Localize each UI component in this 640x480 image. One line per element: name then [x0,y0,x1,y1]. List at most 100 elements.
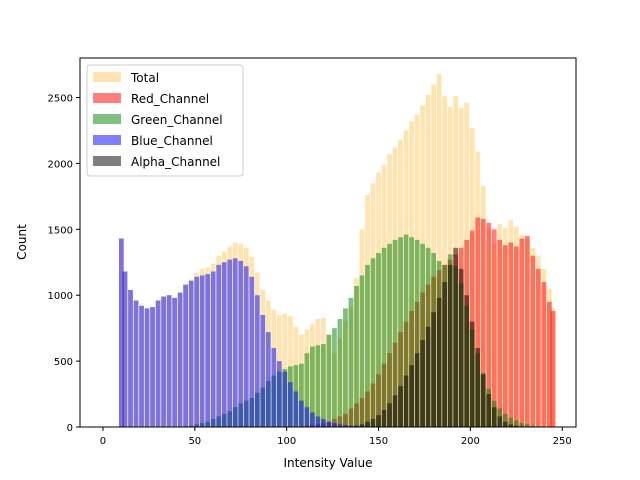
bar [497,239,503,427]
bar [491,229,497,427]
bar [172,297,177,427]
bar [469,321,475,427]
bar [381,247,387,427]
bar [304,353,310,427]
bar [550,311,556,427]
bar [513,246,519,427]
bar [282,371,288,427]
bar [420,243,425,427]
bar [365,421,370,427]
bar [161,296,166,427]
bar [310,346,315,427]
bar [227,259,233,427]
bar [403,234,409,427]
bar [188,280,194,427]
bar [530,425,536,427]
bar [497,416,503,427]
bar [118,238,124,427]
bar [354,285,359,427]
bar [293,391,299,427]
bar [519,423,525,427]
x-tick-label: 250 [553,436,572,447]
bar [508,424,514,427]
bar [337,318,343,427]
bar [387,403,392,427]
bar [221,262,227,427]
bar [144,308,150,427]
bar [370,419,376,427]
bar [128,289,133,427]
bar [480,218,486,427]
x-tick-label: 150 [369,436,388,447]
bar [321,419,326,427]
bar [315,345,321,427]
x-tick-label: 200 [461,436,480,447]
bar [398,386,403,427]
bar [535,268,541,427]
bar [436,73,442,427]
bar [265,332,271,427]
bar [199,275,205,427]
bar [365,264,370,427]
bar [431,312,437,427]
bar [398,237,403,427]
bar [177,292,183,427]
bar [491,407,497,427]
plot-area [118,73,556,428]
bar [122,271,128,427]
bar [359,275,365,427]
bar [409,237,414,427]
legend-entry: Green_Channel [93,113,223,127]
bar [326,421,332,427]
bar [519,238,525,427]
legend-label: Green_Channel [131,113,223,127]
x-axis-label: Intensity Value [284,456,373,470]
bar [332,423,337,427]
bar [502,413,508,427]
bar [348,297,354,427]
bar [376,415,381,427]
legend-swatch [93,135,121,145]
bar [513,420,519,427]
y-axis-label: Count [15,224,29,260]
bar [376,253,381,427]
bar [315,416,321,427]
bar [409,365,414,427]
bar [530,255,536,427]
bar [216,264,222,427]
legend-swatch [93,93,121,103]
legend-box [86,64,244,177]
bar [210,271,216,427]
legend-label: Total [130,71,159,85]
bar [414,239,420,427]
bar [508,417,514,427]
bar [524,235,530,427]
legend-entry: Alpha_Channel [93,155,220,169]
legend: Total Red_Channel Green_Channel Blue_Channe… [86,64,244,177]
axes [79,57,577,428]
y-tick-label: 2000 [48,159,73,170]
legend-entry: Blue_Channel [93,134,213,148]
bar [502,421,508,427]
bar [243,266,249,427]
legend-swatch [93,114,121,124]
x-axis-ticks: 0 50 100 150 200 250 [100,427,572,447]
bar [524,424,530,427]
y-tick-label: 500 [54,357,73,368]
bar [332,328,337,427]
legend-swatch [93,156,121,166]
y-tick-label: 0 [67,423,73,434]
bar [502,245,508,427]
bar [403,375,409,427]
series-alpha-channel [348,247,525,427]
bar [343,425,348,427]
bar [442,96,448,427]
bar [343,308,348,427]
bar [513,425,519,427]
bar [276,361,282,427]
x-tick-label: 50 [188,436,201,447]
bar [298,400,304,427]
bar [133,300,139,427]
bar [287,382,293,427]
